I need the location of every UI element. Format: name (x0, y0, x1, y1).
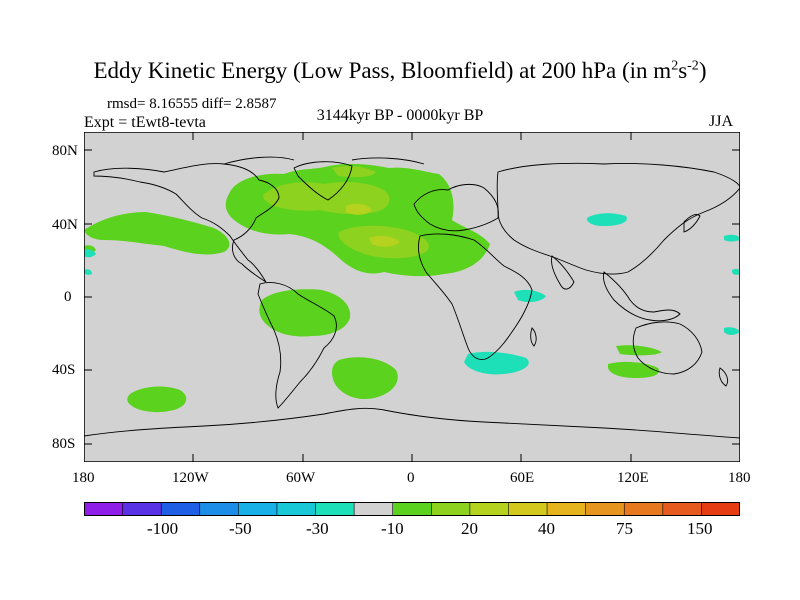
colorbar-box-9 (430, 502, 471, 516)
map-plot (84, 132, 740, 462)
colorbar-box-6 (315, 502, 355, 516)
south-atlantic-field (331, 357, 398, 400)
stats-label: rmsd= 8.16555 diff= 2.8587 (107, 96, 277, 112)
east-pacific-negative-2 (84, 269, 92, 275)
lon-label-120w: 120W (172, 470, 209, 486)
lon-label-180w: 180 (72, 470, 95, 486)
south-america-field (259, 289, 351, 337)
colorbar-box-3 (199, 502, 240, 516)
colorbar-box-5 (276, 502, 317, 516)
lat-label-40s: 40S (52, 362, 76, 378)
colorbar-box-14 (623, 502, 664, 516)
colorbar-label-neg50: -50 (229, 519, 252, 538)
experiment-label: Expt = tEwt8-tevta (84, 114, 206, 131)
colorbar-box-16 (701, 502, 740, 516)
colorbar-box-4 (238, 502, 278, 516)
high-anomaly-fields (346, 203, 400, 247)
colorbar-label-150: 150 (687, 519, 713, 538)
colorbar-frame (84, 502, 740, 516)
colorbar-label-40: 40 (538, 519, 555, 538)
colorbar-box-12 (546, 502, 587, 516)
greenland-coast (293, 161, 353, 201)
west-pacific-negative-1 (724, 234, 740, 242)
colorbar-label-neg100: -100 (147, 519, 179, 538)
colorbar-label-75: 75 (616, 519, 633, 538)
colorbar-label-20: 20 (461, 519, 478, 538)
tasman-negative-field (724, 327, 740, 335)
southeast-asia-coast (603, 271, 681, 322)
lat-label-80n: 80N (52, 143, 78, 159)
north-america-coast (93, 163, 280, 283)
lon-label-60w: 60W (286, 470, 316, 486)
coastlines (84, 156, 740, 439)
colorbar-box-10 (469, 502, 510, 516)
period-label: 3144kyr BP - 0000kyr BP (316, 107, 484, 124)
colorbar-box-8 (392, 502, 433, 516)
lat-label-80s: 80S (52, 436, 76, 452)
colorbar-box-0 (84, 502, 124, 516)
south-indian-field (616, 345, 662, 356)
lon-label-60e: 60E (510, 470, 535, 486)
map-ticks (84, 132, 740, 462)
east-pacific-negative-1 (84, 249, 96, 258)
south-pacific-field (127, 386, 187, 413)
colorbar (84, 502, 740, 516)
lat-label-40n: 40N (52, 217, 78, 233)
colorbar-label-neg10: -10 (381, 519, 404, 538)
season-label: JJA (709, 113, 734, 130)
west-pacific-negative-2 (732, 268, 740, 275)
india-coast (551, 255, 575, 290)
indian-ocean-negative-field (464, 351, 529, 375)
arabian-negative-field (514, 289, 546, 303)
atlantic-high-2 (369, 235, 400, 247)
madagascar-coast (530, 327, 537, 347)
asia-coast (496, 162, 740, 275)
negative-anomaly-fields (84, 213, 740, 375)
australia-coast (632, 321, 703, 375)
atlantic-high-1 (346, 203, 372, 215)
africa-coast (417, 233, 533, 360)
greenland-core (332, 165, 376, 178)
lat-label-0: 0 (64, 289, 72, 305)
colorbar-box-11 (508, 502, 548, 516)
colorbar-box-15 (662, 502, 703, 516)
europe-coast (413, 183, 499, 232)
antarctica-coast (84, 407, 740, 439)
lon-label-120e: 120E (617, 470, 649, 486)
lon-label-0: 0 (407, 470, 415, 486)
south-america-coast (257, 282, 337, 409)
colorbar-box-7 (353, 502, 394, 516)
colorbar-box-1 (122, 502, 162, 516)
colorbar-box-13 (585, 502, 626, 516)
colorbar-label-neg30: -30 (306, 519, 329, 538)
arctic-coast (223, 156, 425, 165)
map-title: Eddy Kinetic Energy (Low Pass, Bloomfiel… (93, 58, 707, 83)
east-pacific-field (84, 212, 230, 255)
asia-negative-field (586, 213, 627, 226)
new-zealand-coast (718, 367, 729, 387)
colorbar-box-2 (160, 502, 201, 516)
japan-coast (683, 213, 701, 233)
lon-label-180e: 180 (728, 470, 751, 486)
